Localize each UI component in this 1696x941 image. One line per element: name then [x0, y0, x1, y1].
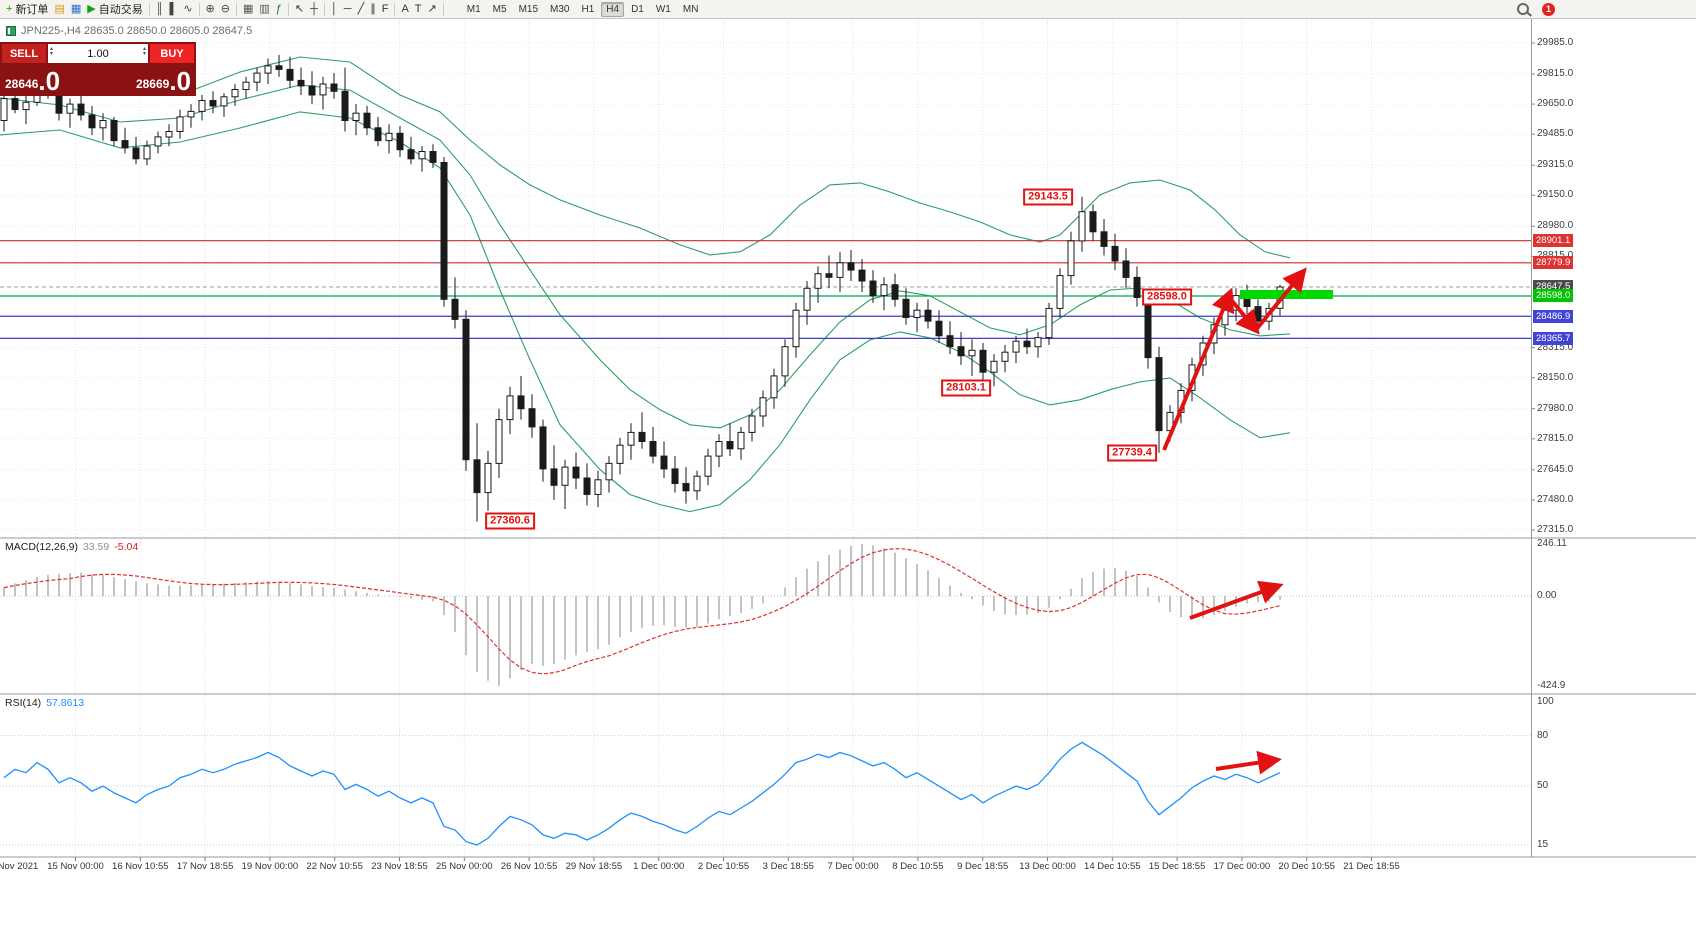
- new-order-button-label: 新订单: [15, 4, 49, 16]
- cursor-icon: ↖: [294, 3, 305, 15]
- auto-trading-button[interactable]: ▶ 自动交易: [84, 1, 145, 17]
- bar-chart-icon[interactable]: ║: [153, 1, 167, 17]
- timeframe-d1-button[interactable]: D1: [631, 3, 644, 15]
- auto-arrange-icon: ▥: [259, 3, 270, 15]
- timeframe-toolbar: M1 M5 M15 M30 H1 H4 D1 W1 MN: [461, 1, 705, 17]
- crosshair-icon[interactable]: ┼: [307, 1, 321, 17]
- timeframe-mn-button[interactable]: MN: [682, 3, 699, 15]
- volume-spinner-left[interactable]: ▴ ▾: [50, 46, 54, 57]
- zoom-out-icon[interactable]: ⊖: [218, 1, 233, 17]
- timeframe-m5-button[interactable]: M5: [492, 3, 507, 15]
- indicators-icon[interactable]: ƒ: [273, 1, 285, 17]
- fibonacci-icon: F: [381, 3, 389, 15]
- horizontal-line-icon[interactable]: ─: [341, 1, 355, 17]
- trendline-icon: ╱: [357, 3, 365, 15]
- toolbar-left-group: + 新订单 ▤ ▦ ▶ 自动交易 ║ ▌ ∿ ⊕ ⊖ ▦ ▥ ƒ ↖ ┼ │ ─ ╱ ∥ F A T ↗: [3, 1, 447, 17]
- toolbar-separator: [323, 2, 325, 16]
- buy-button[interactable]: BUY: [150, 44, 194, 63]
- auto-trading-icon: ▶: [87, 3, 96, 15]
- crosshair-icon: ┼: [310, 3, 318, 15]
- horizontal-line-icon: ─: [343, 3, 352, 15]
- channel-icon[interactable]: ∥: [367, 1, 379, 17]
- text-label-icon[interactable]: T: [412, 1, 425, 17]
- toolbar-separator: [148, 2, 150, 16]
- candlestick-chart-icon[interactable]: ▌: [167, 1, 181, 17]
- news-icon: ▦: [70, 3, 82, 15]
- zoom-in-icon[interactable]: ⊕: [203, 1, 218, 17]
- line-chart-icon[interactable]: ∿: [180, 1, 195, 17]
- cursor-icon[interactable]: ↖: [292, 1, 307, 17]
- new-order-icon: +: [6, 3, 13, 15]
- one-click-trading-panel: SELL ▴ ▾ 1.00 ▴ ▾ BUY 28646.0 28669.0: [0, 42, 196, 96]
- volume-value: 1.00: [87, 47, 109, 60]
- toolbar-separator: [198, 2, 200, 16]
- trendline-icon[interactable]: ╱: [355, 1, 368, 17]
- toolbar-separator: [287, 2, 289, 16]
- arrows-icon[interactable]: ↗: [425, 1, 440, 17]
- candlestick-chart-icon: ▌: [169, 3, 178, 15]
- vertical-line-icon[interactable]: │: [328, 1, 341, 17]
- text-label-icon: T: [414, 3, 422, 15]
- toolbar-separator: [442, 2, 444, 16]
- vertical-line-icon: │: [330, 3, 338, 15]
- text-icon[interactable]: A: [398, 1, 411, 17]
- sell-price: 28646.0: [5, 66, 61, 96]
- zoom-out-icon: ⊖: [220, 3, 230, 15]
- auto-trading-button-label: 自动交易: [98, 4, 143, 16]
- timeframe-h1-button[interactable]: H1: [581, 3, 595, 15]
- sell-button[interactable]: SELL: [2, 44, 46, 63]
- toolbar: + 新订单 ▤ ▦ ▶ 自动交易 ║ ▌ ∿ ⊕ ⊖ ▦ ▥ ƒ ↖ ┼ │ ─ ╱ ∥ F A T ↗ M1 M5 M15 M30…: [0, 0, 1696, 19]
- channel-icon: ∥: [370, 3, 376, 15]
- economic-calendar-icon[interactable]: ▤: [51, 1, 67, 17]
- timeframe-h4-button[interactable]: H4: [601, 1, 625, 17]
- news-icon[interactable]: ▦: [68, 1, 84, 17]
- timeframe-m15-button[interactable]: M15: [518, 3, 539, 15]
- auto-arrange-icon[interactable]: ▥: [256, 1, 272, 17]
- new-order-button[interactable]: + 新订单: [3, 1, 51, 17]
- volume-input[interactable]: ▴ ▾ 1.00 ▴ ▾: [48, 44, 148, 63]
- arrows-icon: ↗: [427, 3, 437, 15]
- bar-chart-icon: ║: [155, 3, 164, 15]
- tile-windows-icon[interactable]: ▦: [240, 1, 256, 17]
- tile-windows-icon: ▦: [242, 3, 254, 15]
- notification-badge[interactable]: 1: [1542, 2, 1555, 16]
- zoom-in-icon: ⊕: [205, 3, 215, 15]
- economic-calendar-icon: ▤: [54, 3, 65, 15]
- toolbar-separator: [235, 2, 237, 16]
- toolbar-right-group: 1: [1514, 1, 1555, 17]
- volume-spinner-right[interactable]: ▴ ▾: [142, 46, 146, 57]
- toolbar-separator: [394, 2, 396, 16]
- indicators-icon: ƒ: [275, 3, 282, 15]
- search-icon[interactable]: [1514, 1, 1532, 17]
- buy-price: 28669.0: [135, 66, 191, 96]
- line-chart-icon: ∿: [183, 3, 193, 15]
- text-icon: A: [401, 3, 409, 15]
- timeframe-w1-button[interactable]: W1: [655, 3, 671, 15]
- timeframe-m1-button[interactable]: M1: [466, 3, 481, 15]
- fibonacci-icon[interactable]: F: [379, 1, 392, 17]
- timeframe-m30-button[interactable]: M30: [550, 3, 570, 15]
